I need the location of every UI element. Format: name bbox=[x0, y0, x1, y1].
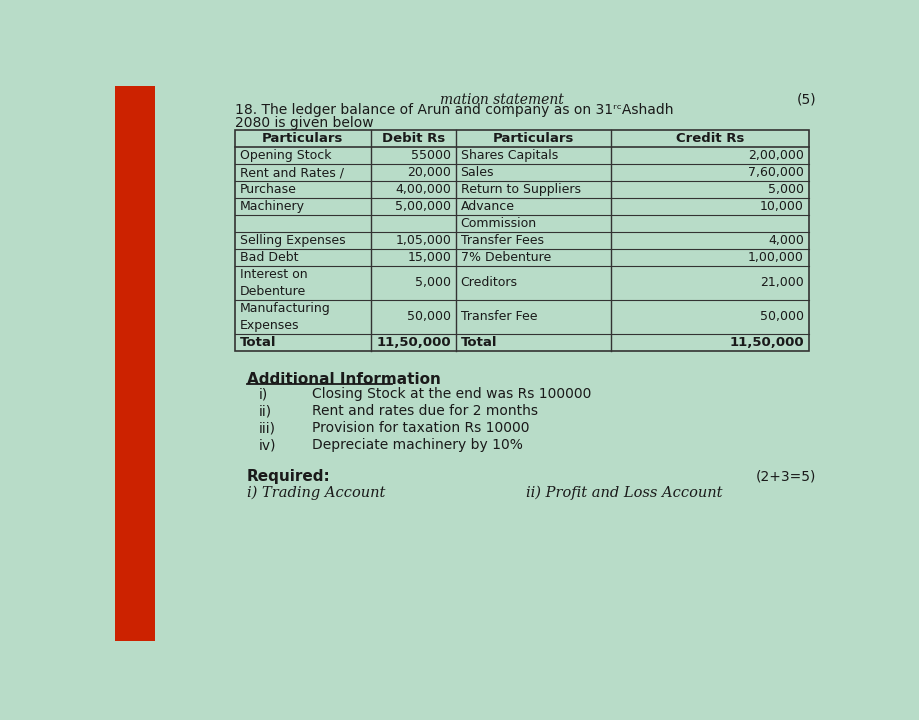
Text: 55000: 55000 bbox=[411, 149, 451, 162]
Text: Transfer Fees: Transfer Fees bbox=[460, 234, 543, 247]
Text: 11,50,000: 11,50,000 bbox=[729, 336, 804, 348]
Text: Rent and Rates /: Rent and Rates / bbox=[240, 166, 344, 179]
Text: ii): ii) bbox=[258, 405, 271, 418]
Text: Credit Rs: Credit Rs bbox=[675, 132, 743, 145]
Text: 7,60,000: 7,60,000 bbox=[748, 166, 804, 179]
Text: Rent and rates due for 2 months: Rent and rates due for 2 months bbox=[312, 405, 539, 418]
Text: 50,000: 50,000 bbox=[760, 310, 804, 323]
Text: 4,000: 4,000 bbox=[768, 234, 804, 247]
Text: Debit Rs: Debit Rs bbox=[381, 132, 445, 145]
Text: Total: Total bbox=[240, 336, 276, 348]
Text: 21,000: 21,000 bbox=[760, 276, 804, 289]
Text: 5,000: 5,000 bbox=[768, 183, 804, 196]
Text: Depreciate machinery by 10%: Depreciate machinery by 10% bbox=[312, 438, 524, 452]
Text: mation statement: mation statement bbox=[440, 93, 564, 107]
Text: Commission: Commission bbox=[460, 217, 537, 230]
Text: Particulars: Particulars bbox=[262, 132, 344, 145]
Text: Return to Suppliers: Return to Suppliers bbox=[460, 183, 581, 196]
Text: i) Trading Account: i) Trading Account bbox=[246, 485, 385, 500]
Text: Total: Total bbox=[460, 336, 497, 348]
Text: 1,00,000: 1,00,000 bbox=[748, 251, 804, 264]
Text: (2+3=5): (2+3=5) bbox=[755, 469, 816, 483]
Text: Shares Capitals: Shares Capitals bbox=[460, 149, 558, 162]
Text: Closing Stock at the end was Rs 100000: Closing Stock at the end was Rs 100000 bbox=[312, 387, 592, 402]
Text: Particulars: Particulars bbox=[493, 132, 574, 145]
Text: iii): iii) bbox=[258, 421, 276, 436]
Text: Debenture: Debenture bbox=[240, 284, 306, 297]
Text: Provision for taxation Rs 10000: Provision for taxation Rs 10000 bbox=[312, 421, 530, 436]
Text: Purchase: Purchase bbox=[240, 183, 297, 196]
Text: 2080 is given below: 2080 is given below bbox=[235, 116, 374, 130]
Text: ii) Profit and Loss Account: ii) Profit and Loss Account bbox=[526, 485, 722, 500]
Text: Manufacturing: Manufacturing bbox=[240, 302, 331, 315]
Text: 5,00,000: 5,00,000 bbox=[395, 200, 451, 213]
Text: Machinery: Machinery bbox=[240, 200, 305, 213]
Text: Bad Debt: Bad Debt bbox=[240, 251, 298, 264]
Text: Selling Expenses: Selling Expenses bbox=[240, 234, 346, 247]
Text: 4,00,000: 4,00,000 bbox=[395, 183, 451, 196]
Text: iv): iv) bbox=[258, 438, 276, 452]
Text: Advance: Advance bbox=[460, 200, 515, 213]
Text: 2,00,000: 2,00,000 bbox=[748, 149, 804, 162]
Text: 15,000: 15,000 bbox=[407, 251, 451, 264]
Text: Interest on: Interest on bbox=[240, 268, 307, 281]
Text: 1,05,000: 1,05,000 bbox=[395, 234, 451, 247]
Text: Expenses: Expenses bbox=[240, 318, 300, 332]
Bar bbox=[235, 130, 809, 351]
Text: 10,000: 10,000 bbox=[760, 200, 804, 213]
Text: Opening Stock: Opening Stock bbox=[240, 149, 331, 162]
Bar bbox=[115, 86, 155, 641]
Text: 20,000: 20,000 bbox=[407, 166, 451, 179]
Text: Transfer Fee: Transfer Fee bbox=[460, 310, 537, 323]
Text: Additional Information: Additional Information bbox=[246, 372, 440, 387]
Text: i): i) bbox=[258, 387, 267, 402]
Text: 50,000: 50,000 bbox=[407, 310, 451, 323]
Text: 11,50,000: 11,50,000 bbox=[377, 336, 451, 348]
Text: 18. The ledger balance of Arun and company as on 31ʳᶜAshadh: 18. The ledger balance of Arun and compa… bbox=[235, 104, 674, 117]
Text: Sales: Sales bbox=[460, 166, 494, 179]
Text: 5,000: 5,000 bbox=[415, 276, 451, 289]
Text: 7% Debenture: 7% Debenture bbox=[460, 251, 550, 264]
Text: (5): (5) bbox=[797, 93, 816, 107]
Text: Creditors: Creditors bbox=[460, 276, 517, 289]
Text: Required:: Required: bbox=[246, 469, 330, 484]
